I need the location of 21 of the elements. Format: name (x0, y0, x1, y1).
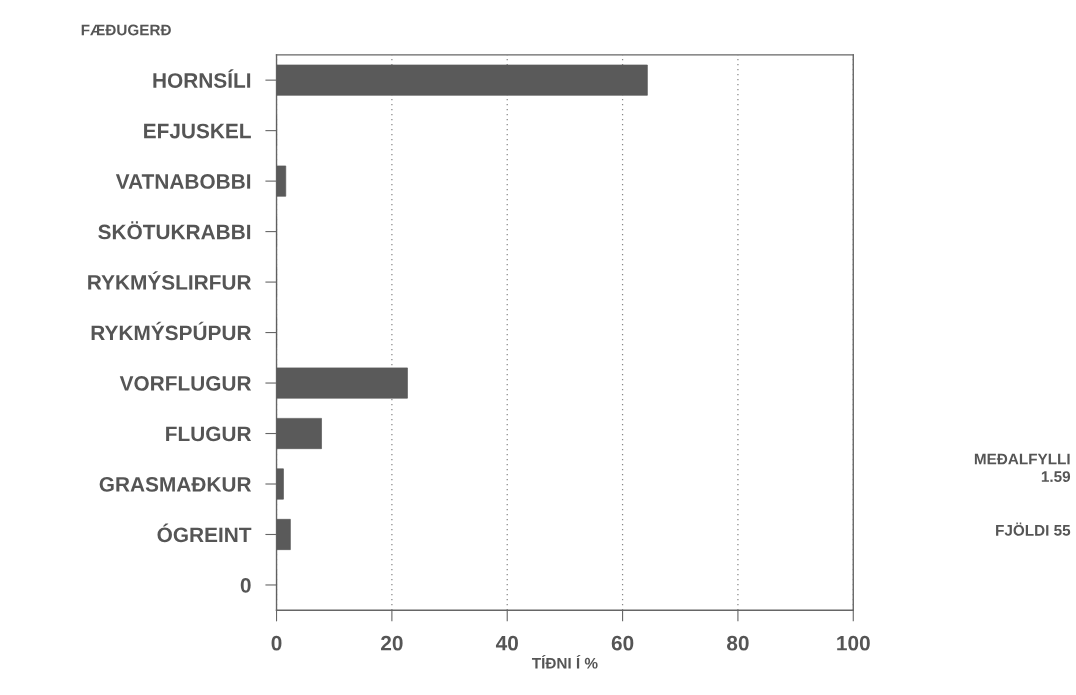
y-tick-label: FLUGUR (166, 426, 252, 442)
text: FJÖLDI 55 (996, 522, 1071, 536)
y-tick-label: 0 (240, 577, 251, 593)
text: MEÐALFYLLI 1.59 (974, 453, 1071, 483)
y-tick-label: VORFLUGUR (119, 376, 252, 391)
y-tick-label: SKÖTUKRABBI (98, 221, 251, 240)
y-tick-label: ÓGREINT (157, 523, 252, 543)
x-tick-label: 40 (495, 635, 518, 651)
x-tick-label: 0 (271, 635, 282, 651)
y-tick-label: RYKMÝSLIRFUR (88, 271, 252, 290)
x-tick-label: 60 (611, 635, 634, 651)
text: FÆÐUGERÐ (81, 24, 171, 36)
y-tick-label: GRASMAÐKUR (99, 477, 252, 492)
x-axis-title: TÍÐNI Í % (531, 654, 598, 669)
x-tick-label: 100 (837, 635, 870, 651)
y-tick-label: VATNABOBBI (115, 174, 251, 189)
y-tick-label: HORNSÍLI (153, 69, 251, 88)
y-tick-label: EFJUSKEL (144, 123, 251, 139)
x-tick-label: 80 (727, 635, 749, 651)
y-tick-label: RYKMÝSPÚPUR (91, 321, 252, 341)
x-tick-label: 20 (381, 635, 403, 651)
